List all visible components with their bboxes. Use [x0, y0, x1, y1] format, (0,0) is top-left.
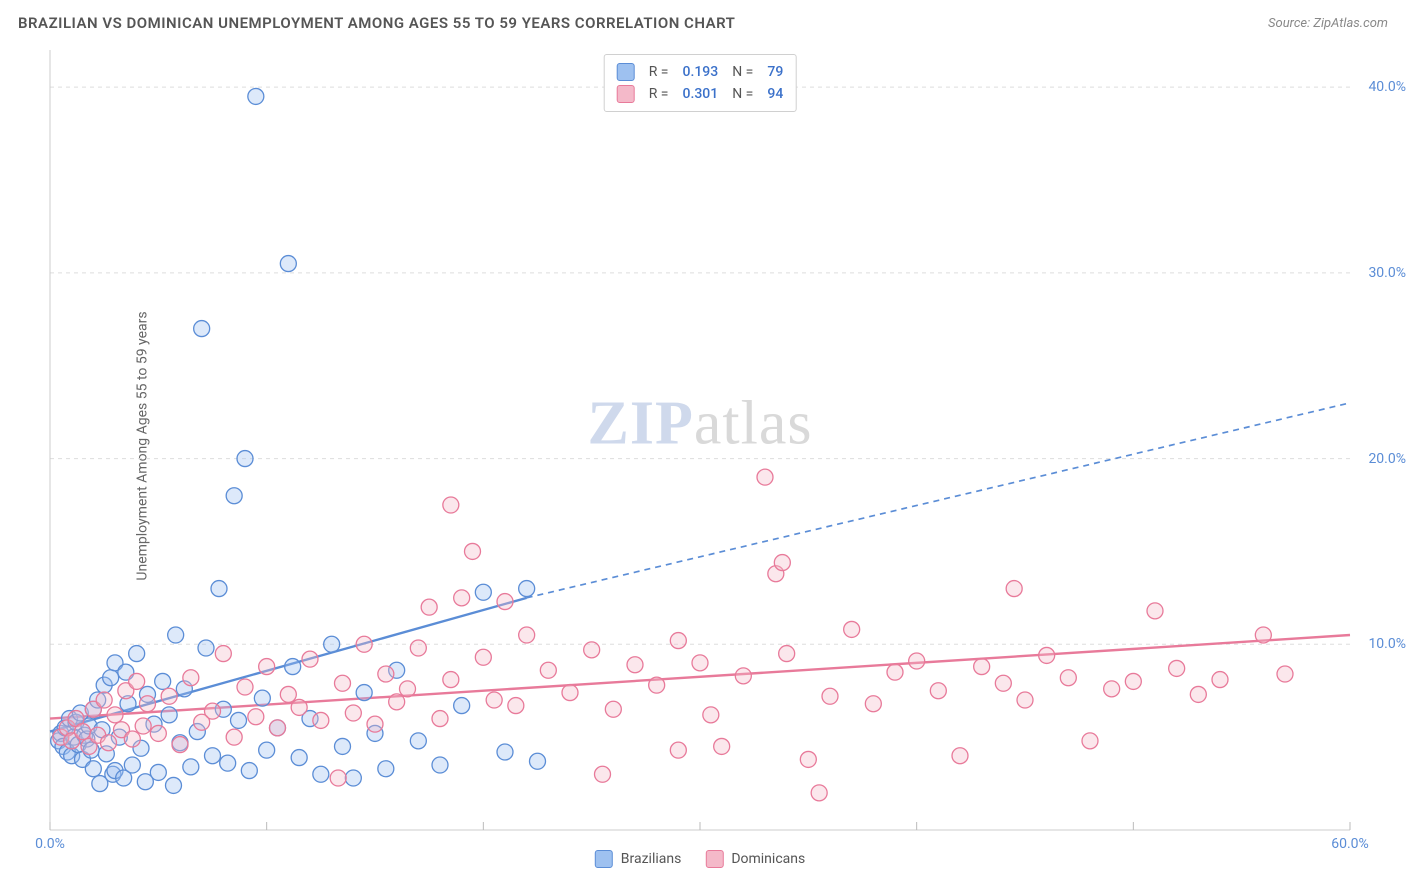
legend-item-dominicans: Dominicans: [705, 850, 805, 868]
y-tick-label: 30.0%: [1368, 265, 1406, 281]
y-tick-label: 20.0%: [1368, 451, 1406, 467]
x-tick-label: 60.0%: [1331, 836, 1369, 852]
chart-source: Source: ZipAtlas.com: [1268, 16, 1388, 31]
correlation-legend: R = 0.193 N = 79 R = 0.301 N = 94: [604, 54, 797, 112]
n-label: N =: [732, 86, 753, 102]
swatch-brazilians-bottom: [595, 850, 613, 868]
y-tick-label: 10.0%: [1368, 636, 1406, 652]
chart-header: BRAZILIAN VS DOMINICAN UNEMPLOYMENT AMON…: [18, 14, 1388, 32]
legend-item-brazilians: Brazilians: [595, 850, 682, 868]
legend-row-brazilians: R = 0.193 N = 79: [617, 61, 784, 83]
r-value-brazilians: 0.193: [683, 64, 719, 80]
legend-row-dominicans: R = 0.301 N = 94: [617, 83, 784, 105]
n-value-brazilians: 79: [767, 64, 783, 80]
n-label: N =: [732, 64, 753, 80]
x-tick-label: 0.0%: [35, 836, 65, 852]
y-tick-label: 40.0%: [1368, 79, 1406, 95]
n-value-dominicans: 94: [767, 86, 783, 102]
chart-title: BRAZILIAN VS DOMINICAN UNEMPLOYMENT AMON…: [18, 14, 735, 32]
r-value-dominicans: 0.301: [683, 86, 719, 102]
series-legend: Brazilians Dominicans: [595, 850, 805, 868]
swatch-dominicans: [617, 85, 635, 103]
swatch-dominicans-bottom: [705, 850, 723, 868]
r-label: R =: [649, 64, 669, 80]
legend-label-dominicans: Dominicans: [731, 851, 805, 867]
swatch-brazilians: [617, 63, 635, 81]
scatter-svg: [50, 50, 1350, 830]
plot-area: ZIPatlas R = 0.193 N = 79 R = 0.301 N = …: [50, 50, 1350, 830]
legend-label-brazilians: Brazilians: [621, 851, 682, 867]
r-label: R =: [649, 86, 669, 102]
